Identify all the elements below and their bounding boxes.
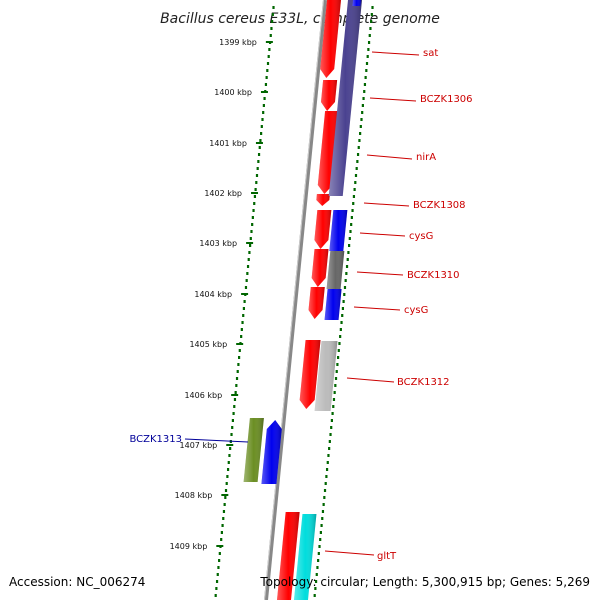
gene-label-leader [353,306,401,311]
feature-layer [243,0,362,600]
tick-label: 1400 kbp [214,88,252,97]
tick-label: 1403 kbp [199,239,237,248]
tick-label: 1402 kbp [204,189,242,198]
tick-label: 1409 kbp [170,542,208,551]
tick-label: 1406 kbp [184,391,222,400]
tick-label: 1407 kbp [180,441,218,450]
gene-label: BCZK1310 [407,270,460,281]
gene-label: cysG [404,305,428,316]
tick-label: 1404 kbp [194,290,232,299]
map-title: Bacillus cereus E33L, complete genome [160,11,440,27]
gene-label-leader [359,232,406,237]
accession-text: Accession: NC_006274 [9,575,145,589]
gene-label-leader [184,438,249,443]
tick-label: 1399 kbp [219,38,257,47]
tick-label: 1408 kbp [175,491,213,500]
tick-label: 1401 kbp [209,139,247,148]
feature-track-guide [313,6,374,597]
gene-label: BCZK1306 [420,94,473,105]
gene-label: nirA [416,152,436,163]
tick-marks: 1399 kbp 1400 kbp 1401 kbp 1402 kbp 1403 kbp… [170,38,273,551]
gene-label: sat [423,48,438,59]
gene-label-leader [363,202,410,207]
gene-label-leader [366,154,413,160]
gene-label-leader [356,271,404,276]
gene-label: BCZK1312 [397,377,450,388]
tick-label: 1405 kbp [189,340,227,349]
gene-label: BCZK1313 [129,434,182,445]
gene-label: gltT [377,551,397,562]
gene-label-leader [324,550,375,556]
gene-label-leader [346,377,395,383]
gene-label: cysG [409,231,433,242]
genome-summary: Topology: circular; Length: 5,300,915 bp… [259,575,590,589]
gene-label-leader [369,97,417,102]
gene-label-leader [371,51,420,56]
gene-labels: sat BCZK1306 nirA BCZK1308 cysG BCZK1310 cysG B… [129,48,472,562]
genome-backbone [264,0,327,600]
gene-label: BCZK1308 [413,200,466,211]
